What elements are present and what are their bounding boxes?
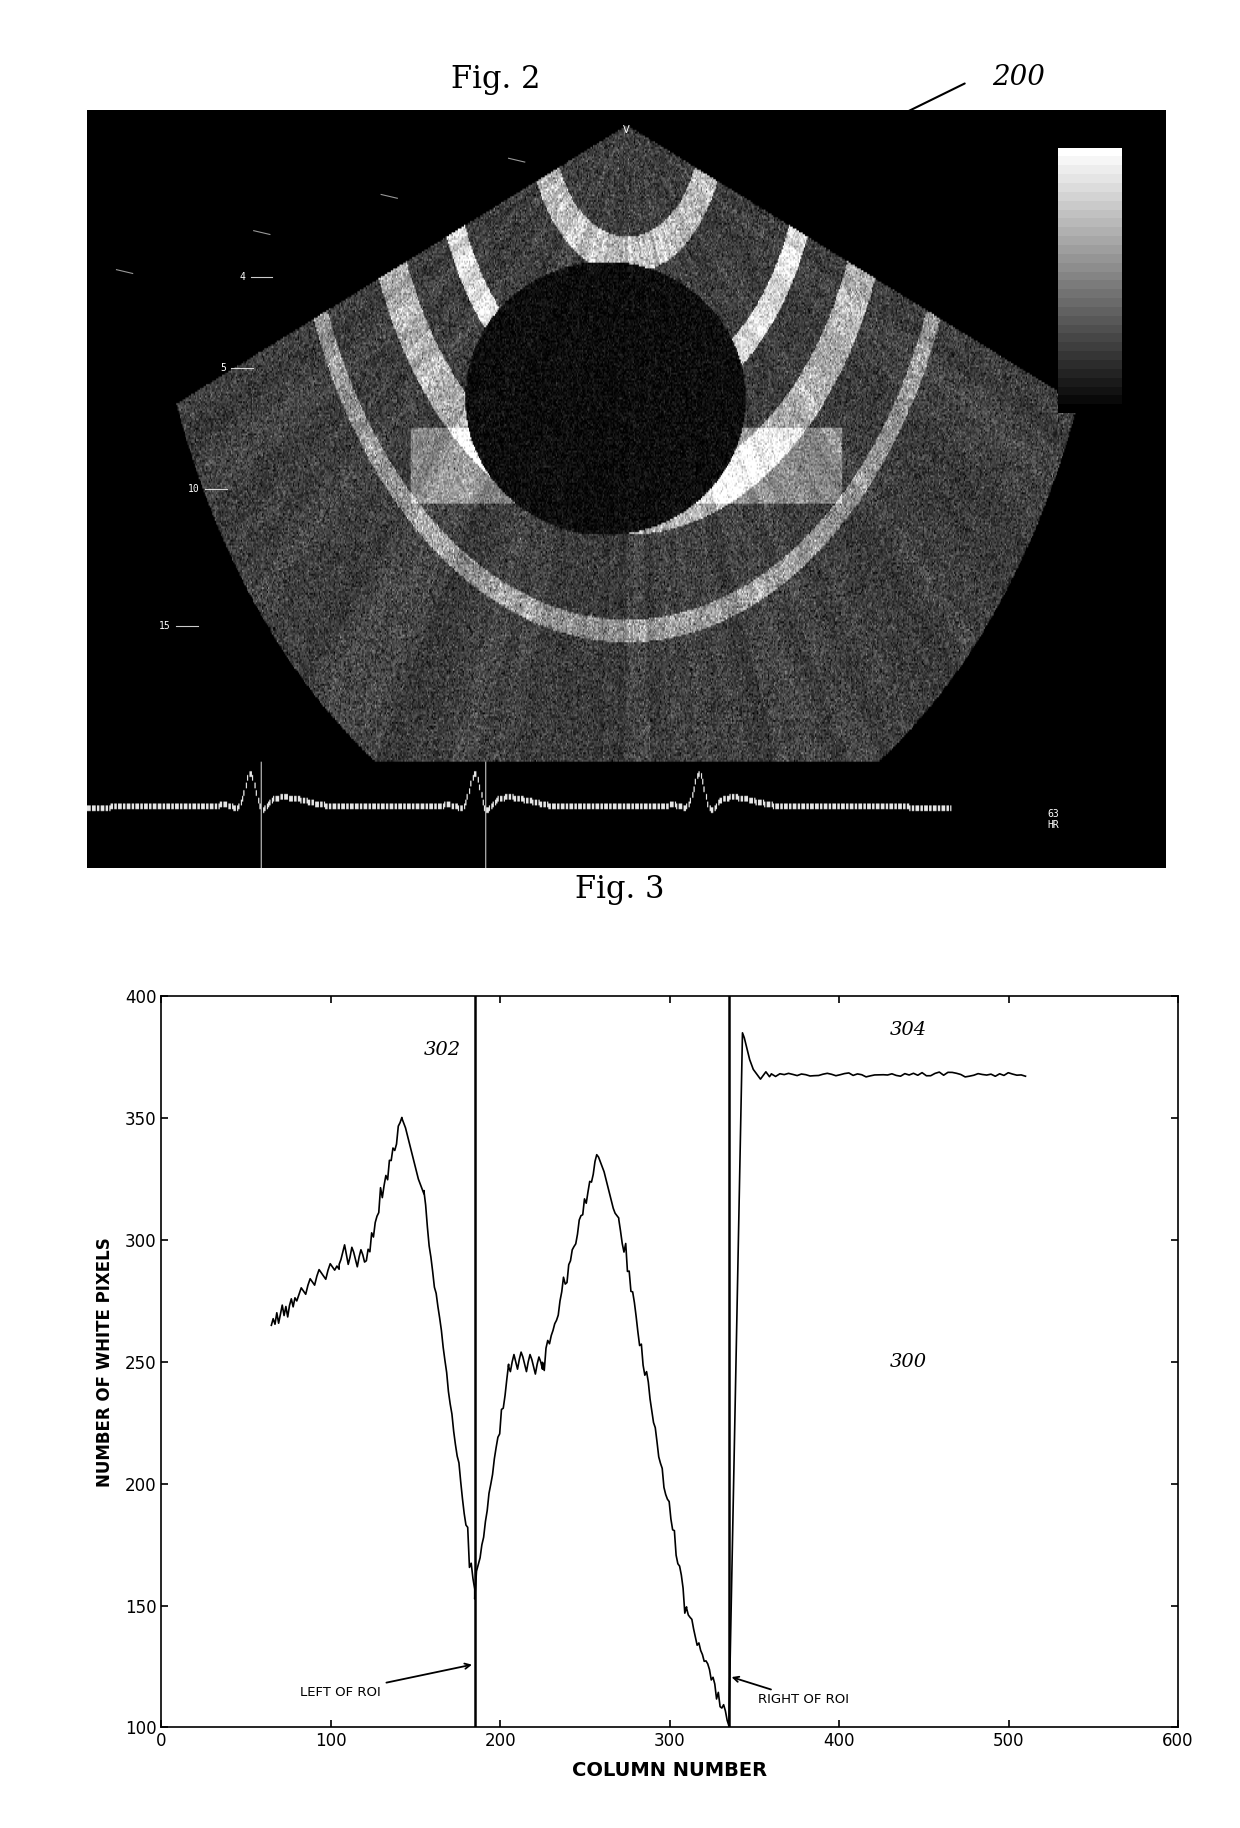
Bar <box>1058 289 1122 298</box>
Bar <box>1058 227 1122 236</box>
Bar <box>1058 210 1122 218</box>
Text: RIGHT OF ROI: RIGHT OF ROI <box>734 1676 848 1706</box>
Text: 10: 10 <box>188 484 200 494</box>
Bar <box>1058 386 1122 395</box>
Bar <box>1058 395 1122 404</box>
Text: 200: 200 <box>992 64 1045 91</box>
Bar <box>1058 272 1122 280</box>
Bar <box>1058 307 1122 316</box>
Text: Fig. 3: Fig. 3 <box>575 874 665 905</box>
Bar <box>1058 351 1122 360</box>
Bar <box>1058 245 1122 254</box>
Bar <box>1058 236 1122 245</box>
Bar <box>1058 404 1122 413</box>
Text: 5: 5 <box>219 362 226 373</box>
Text: 15: 15 <box>159 620 171 631</box>
Bar <box>1058 280 1122 289</box>
Text: 300: 300 <box>890 1353 928 1371</box>
Bar <box>1058 148 1122 157</box>
Bar <box>1058 298 1122 307</box>
Y-axis label: NUMBER OF WHITE PIXELS: NUMBER OF WHITE PIXELS <box>95 1238 114 1486</box>
Bar <box>1058 369 1122 378</box>
Bar <box>1058 333 1122 342</box>
Text: V: V <box>622 124 630 135</box>
X-axis label: COLUMN NUMBER: COLUMN NUMBER <box>572 1762 768 1780</box>
Bar <box>1058 254 1122 263</box>
Text: Fig. 2: Fig. 2 <box>451 64 541 95</box>
Bar <box>1058 378 1122 386</box>
Bar <box>1058 183 1122 192</box>
Bar <box>1058 316 1122 325</box>
Bar <box>1058 165 1122 174</box>
Text: 63
HR: 63 HR <box>1047 808 1059 830</box>
Bar <box>1058 360 1122 369</box>
Bar <box>1058 218 1122 227</box>
Text: 302: 302 <box>424 1040 461 1058</box>
Bar <box>1058 325 1122 333</box>
Bar <box>1058 342 1122 351</box>
Text: 4: 4 <box>239 272 246 282</box>
Text: 304: 304 <box>890 1022 928 1040</box>
Bar <box>1058 192 1122 201</box>
Bar <box>1058 174 1122 183</box>
Bar <box>1058 157 1122 165</box>
Text: LEFT OF ROI: LEFT OF ROI <box>300 1663 470 1698</box>
Bar <box>1058 201 1122 210</box>
Bar <box>1058 263 1122 272</box>
